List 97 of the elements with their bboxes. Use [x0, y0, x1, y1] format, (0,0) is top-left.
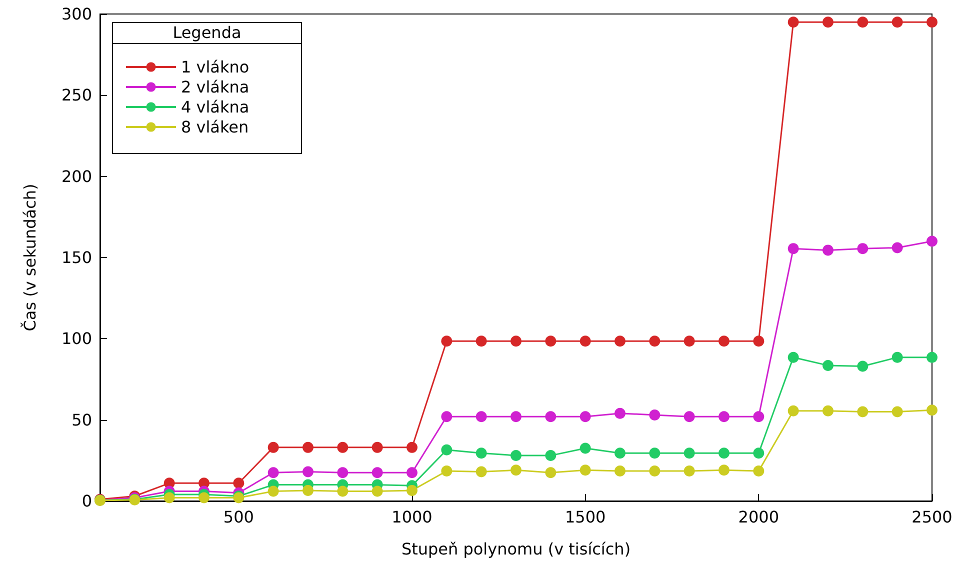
point	[684, 448, 695, 459]
y-tick-label: 100	[61, 329, 92, 348]
point	[926, 16, 938, 28]
point	[788, 352, 799, 363]
point	[545, 450, 556, 462]
point	[476, 336, 487, 347]
point	[718, 464, 730, 476]
point	[892, 352, 903, 363]
point	[857, 406, 868, 418]
point	[857, 243, 868, 254]
legend-title: Legenda	[172, 22, 242, 43]
point	[892, 16, 903, 28]
point	[822, 16, 834, 28]
point	[406, 442, 418, 453]
point	[649, 336, 660, 347]
point	[718, 411, 730, 422]
point	[788, 16, 799, 28]
y-tick-label: 50	[72, 410, 92, 430]
point	[233, 478, 244, 489]
point	[510, 336, 522, 347]
x-tick-label: 2000	[738, 508, 780, 526]
point	[268, 467, 279, 478]
point	[545, 336, 556, 347]
point	[822, 360, 834, 371]
point	[649, 448, 660, 459]
point	[718, 448, 730, 459]
point	[926, 404, 938, 416]
point	[649, 409, 660, 420]
point	[406, 467, 418, 478]
point	[476, 466, 487, 478]
point	[614, 336, 626, 347]
x-tick-label: 2500	[912, 508, 952, 526]
x-tick-label: 1000	[392, 508, 432, 526]
point	[510, 450, 522, 462]
point	[580, 464, 591, 476]
point	[788, 243, 799, 254]
point	[822, 405, 834, 416]
point	[753, 448, 764, 459]
point	[580, 411, 591, 422]
point	[684, 465, 695, 476]
point	[372, 442, 383, 453]
point	[892, 242, 903, 254]
point	[510, 411, 522, 422]
point	[268, 486, 279, 497]
point	[857, 360, 868, 372]
y-tick-label: 300	[61, 4, 92, 24]
point	[337, 442, 348, 453]
point	[684, 411, 695, 422]
point	[614, 408, 626, 419]
point	[476, 411, 487, 422]
y-tick-label: 200	[61, 166, 92, 186]
point	[753, 465, 764, 476]
legend-label: 8 vláken	[181, 118, 249, 136]
point	[788, 405, 799, 416]
point	[302, 442, 314, 453]
point	[441, 465, 452, 476]
point	[372, 486, 383, 497]
legend-label: 2 vlákna	[181, 78, 250, 96]
point	[684, 336, 695, 347]
x-tick-label: 500	[223, 508, 254, 526]
y-tick-label: 0	[82, 492, 92, 510]
point	[441, 411, 452, 422]
point	[926, 352, 938, 363]
point	[580, 336, 591, 347]
y-tick-label: 250	[61, 86, 92, 105]
y-axis-title: Čas (v sekundách)	[20, 184, 40, 332]
point	[718, 336, 730, 347]
point	[545, 467, 556, 478]
point	[302, 484, 314, 496]
point	[614, 448, 626, 459]
point	[926, 236, 938, 247]
point	[580, 442, 591, 454]
point	[441, 336, 452, 347]
point	[614, 465, 626, 476]
point	[268, 442, 279, 453]
point	[476, 448, 487, 459]
point	[545, 411, 556, 422]
point	[857, 16, 868, 28]
point	[302, 466, 314, 478]
y-tick-label: 150	[61, 248, 92, 267]
point	[406, 484, 418, 496]
point	[892, 406, 903, 418]
point	[753, 336, 764, 347]
point	[198, 492, 210, 504]
legend-label: 1 vlákno	[181, 58, 250, 76]
point	[822, 244, 834, 256]
point	[337, 467, 348, 478]
legend-label: 4 vlákna	[181, 98, 250, 116]
x-axis-title: Stupeň polynomu (v tisících)	[401, 540, 631, 558]
x-tick-label: 1500	[564, 508, 606, 526]
point	[441, 444, 452, 456]
point	[164, 492, 175, 504]
point	[372, 467, 383, 478]
point	[649, 465, 660, 476]
point	[337, 486, 348, 497]
point	[753, 411, 764, 422]
point	[510, 464, 522, 476]
